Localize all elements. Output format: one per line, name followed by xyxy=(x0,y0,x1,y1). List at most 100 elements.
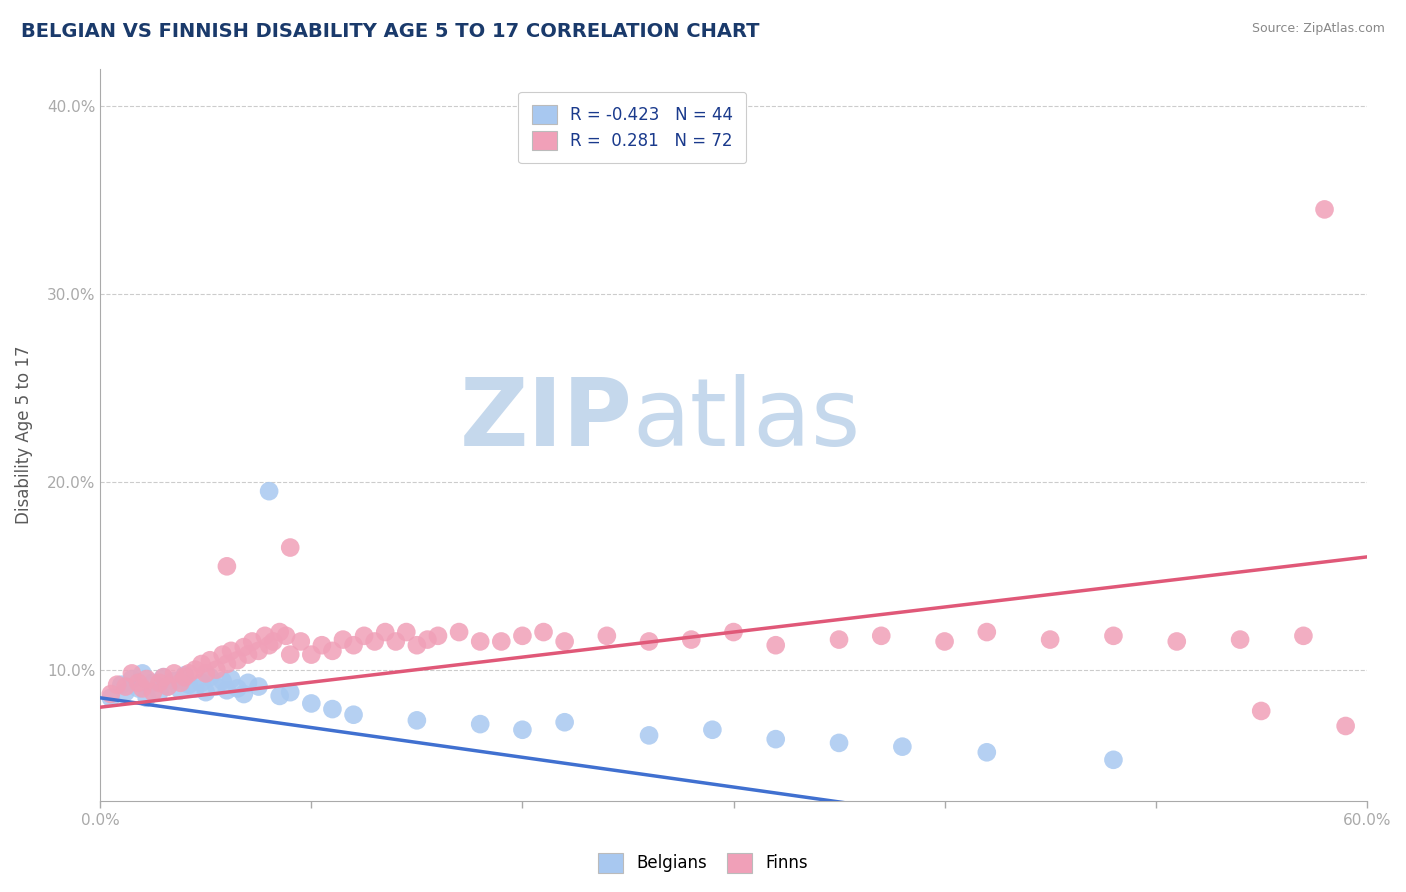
Point xyxy=(278,648,301,662)
Point xyxy=(342,707,364,722)
Point xyxy=(142,685,165,699)
Point xyxy=(828,736,851,750)
Point xyxy=(702,723,724,737)
Point xyxy=(299,697,322,711)
Point xyxy=(332,632,354,647)
Point xyxy=(177,666,200,681)
Point xyxy=(554,715,576,730)
Point xyxy=(976,745,998,759)
Point xyxy=(121,672,143,686)
Point xyxy=(190,675,212,690)
Point xyxy=(169,683,191,698)
Point xyxy=(638,634,661,648)
Point xyxy=(232,640,254,654)
Point xyxy=(384,634,406,648)
Point xyxy=(169,675,191,690)
Point xyxy=(131,681,153,696)
Point xyxy=(638,728,661,742)
Point xyxy=(127,681,149,696)
Point xyxy=(299,648,322,662)
Point xyxy=(353,629,375,643)
Point xyxy=(114,685,136,699)
Point xyxy=(148,685,170,699)
Point xyxy=(152,670,174,684)
Point xyxy=(184,681,207,696)
Point xyxy=(215,657,238,671)
Point xyxy=(449,625,471,640)
Point xyxy=(247,680,270,694)
Point xyxy=(163,666,186,681)
Point xyxy=(395,625,418,640)
Point xyxy=(236,675,259,690)
Y-axis label: Disability Age 5 to 17: Disability Age 5 to 17 xyxy=(15,345,32,524)
Point xyxy=(184,663,207,677)
Point xyxy=(163,673,186,688)
Point xyxy=(215,559,238,574)
Point xyxy=(173,668,195,682)
Point xyxy=(512,723,534,737)
Point xyxy=(870,629,893,643)
Point xyxy=(976,625,998,640)
Point xyxy=(247,644,270,658)
Point xyxy=(205,680,228,694)
Point xyxy=(226,653,249,667)
Point xyxy=(342,638,364,652)
Point xyxy=(110,678,132,692)
Point xyxy=(135,690,157,705)
Point xyxy=(148,675,170,690)
Point xyxy=(765,638,787,652)
Point xyxy=(1292,629,1315,643)
Point xyxy=(205,663,228,677)
Point xyxy=(427,629,450,643)
Point xyxy=(374,625,396,640)
Point xyxy=(363,634,385,648)
Point xyxy=(240,634,263,648)
Point xyxy=(190,657,212,671)
Point xyxy=(211,648,233,662)
Point xyxy=(100,690,122,705)
Point xyxy=(114,680,136,694)
Point xyxy=(405,638,427,652)
Point xyxy=(194,666,217,681)
Point xyxy=(236,648,259,662)
Point xyxy=(100,687,122,701)
Point xyxy=(127,675,149,690)
Point xyxy=(891,739,914,754)
Text: BELGIAN VS FINNISH DISABILITY AGE 5 TO 17 CORRELATION CHART: BELGIAN VS FINNISH DISABILITY AGE 5 TO 1… xyxy=(21,22,759,41)
Point xyxy=(232,687,254,701)
Point xyxy=(470,634,492,648)
Point xyxy=(765,732,787,747)
Point xyxy=(828,632,851,647)
Point xyxy=(278,541,301,555)
Point xyxy=(290,634,312,648)
Point xyxy=(321,644,343,658)
Point xyxy=(177,678,200,692)
Point xyxy=(934,634,956,648)
Point xyxy=(311,638,333,652)
Point xyxy=(512,629,534,643)
Point xyxy=(596,629,619,643)
Point xyxy=(278,685,301,699)
Point xyxy=(121,666,143,681)
Point xyxy=(142,675,165,690)
Legend: Belgians, Finns: Belgians, Finns xyxy=(592,847,814,880)
Legend: R = -0.423   N = 44, R =  0.281   N = 72: R = -0.423 N = 44, R = 0.281 N = 72 xyxy=(519,92,747,163)
Point xyxy=(491,634,513,648)
Point xyxy=(257,638,280,652)
Point xyxy=(219,644,242,658)
Point xyxy=(1229,632,1251,647)
Point xyxy=(156,680,179,694)
Point xyxy=(1039,632,1062,647)
Point xyxy=(321,702,343,716)
Point xyxy=(156,680,179,694)
Point xyxy=(198,653,221,667)
Point xyxy=(416,632,439,647)
Text: Source: ZipAtlas.com: Source: ZipAtlas.com xyxy=(1251,22,1385,36)
Point xyxy=(269,689,291,703)
Point xyxy=(211,673,233,688)
Point xyxy=(198,670,221,684)
Point xyxy=(533,625,555,640)
Point xyxy=(1102,753,1125,767)
Point xyxy=(194,685,217,699)
Text: ZIP: ZIP xyxy=(460,374,633,467)
